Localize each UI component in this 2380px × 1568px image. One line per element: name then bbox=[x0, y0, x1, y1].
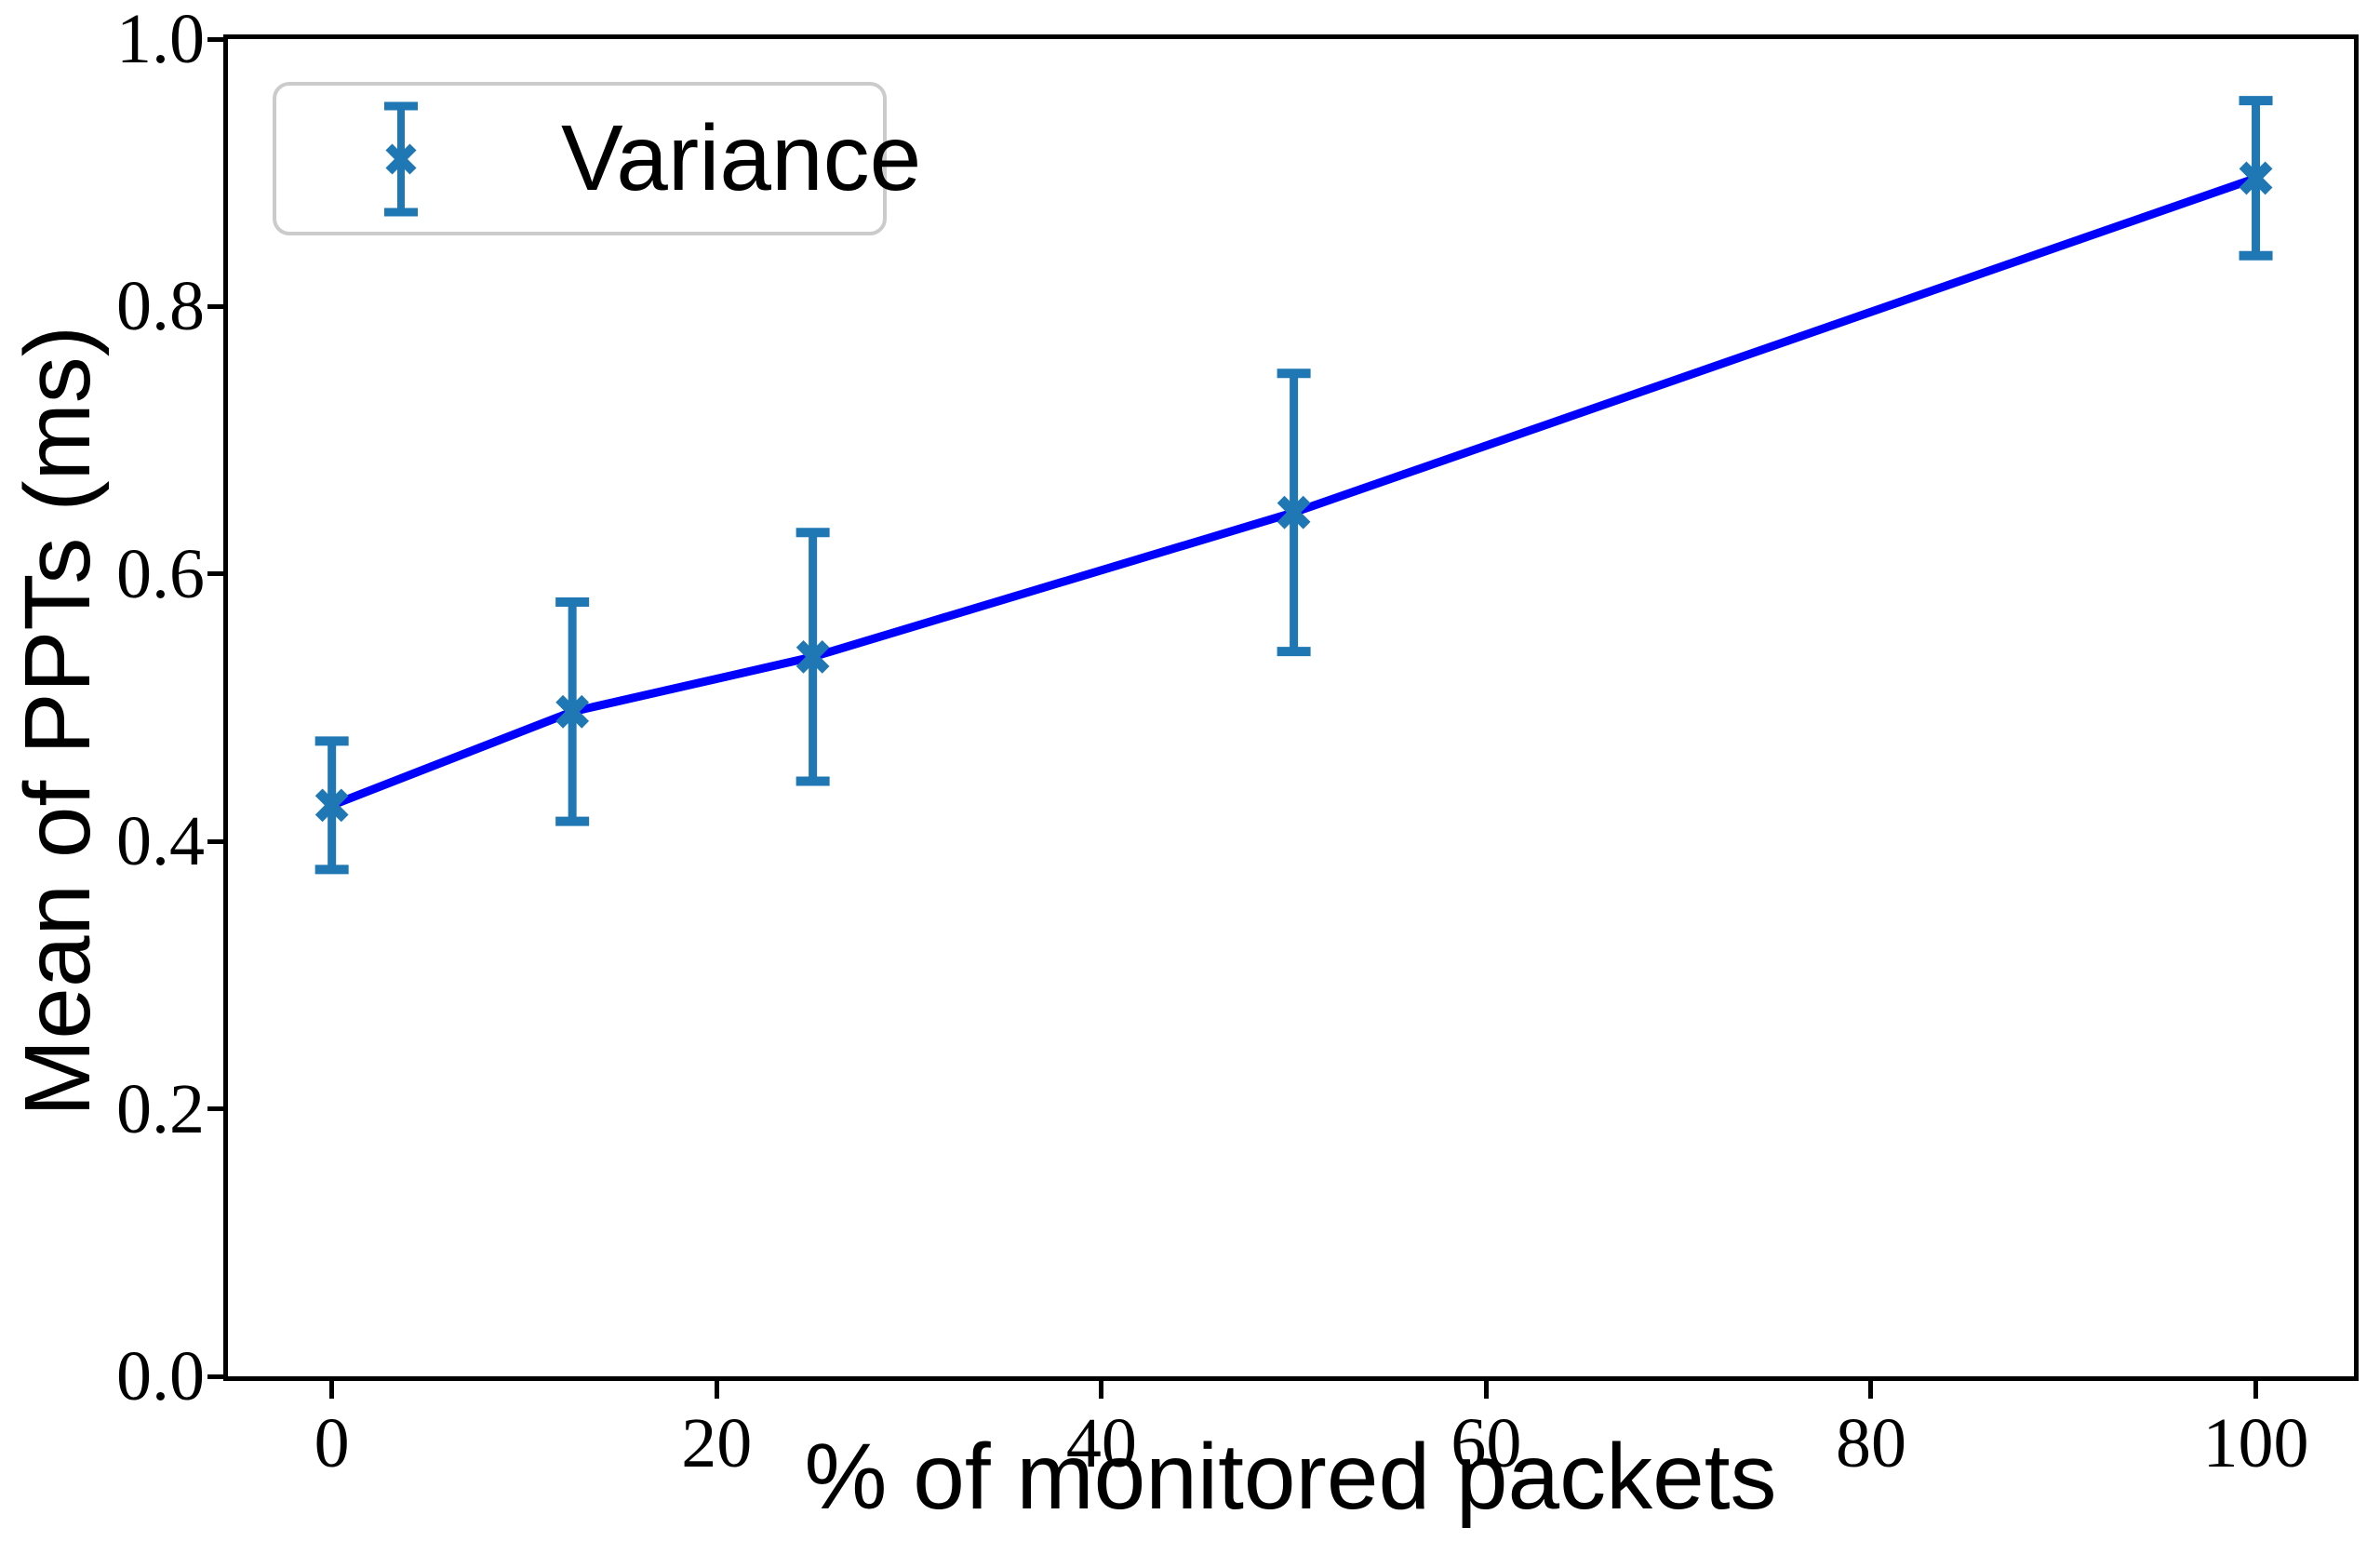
x-tick-label: 100 bbox=[2202, 1404, 2309, 1482]
y-tick bbox=[207, 36, 228, 42]
y-tick-label: 0.2 bbox=[116, 1069, 205, 1148]
x-marker bbox=[1277, 495, 1311, 529]
x-tick-label: 20 bbox=[681, 1404, 753, 1482]
y-tick bbox=[207, 303, 228, 309]
errorbar-marker-icon bbox=[384, 101, 418, 216]
x-tick bbox=[714, 1378, 719, 1399]
y-tick-label: 1.0 bbox=[116, 0, 205, 78]
y-tick-label: 0.0 bbox=[116, 1337, 205, 1415]
y-axis-label: Mean of PPTs (ms) bbox=[6, 325, 110, 1118]
chart-svg bbox=[314, 96, 2273, 875]
y-tick bbox=[207, 1106, 228, 1112]
x-tick-label: 80 bbox=[1835, 1404, 1906, 1482]
x-marker bbox=[314, 788, 349, 823]
y-tick-label: 0.4 bbox=[116, 802, 205, 881]
y-tick bbox=[207, 1374, 228, 1379]
x-axis-label: % of monitored packets bbox=[804, 1425, 1777, 1529]
x-tick-label: 60 bbox=[1451, 1404, 1522, 1482]
x-marker bbox=[796, 640, 830, 674]
x-tick bbox=[1099, 1378, 1104, 1399]
y-tick bbox=[207, 571, 228, 577]
x-marker bbox=[2239, 161, 2273, 195]
legend: Variance bbox=[273, 82, 921, 235]
x-tick bbox=[329, 1378, 335, 1399]
y-tick-label: 0.8 bbox=[116, 267, 205, 346]
x-tick-label: 40 bbox=[1065, 1404, 1137, 1482]
y-tick-label: 0.6 bbox=[116, 534, 205, 613]
legend-label: Variance bbox=[561, 106, 922, 210]
plot-area bbox=[223, 34, 2359, 1381]
x-marker bbox=[555, 694, 590, 729]
x-tick bbox=[1868, 1378, 1874, 1399]
y-tick bbox=[207, 838, 228, 844]
x-tick bbox=[1483, 1378, 1489, 1399]
x-tick bbox=[2253, 1378, 2259, 1399]
x-tick-label: 0 bbox=[314, 1404, 350, 1482]
